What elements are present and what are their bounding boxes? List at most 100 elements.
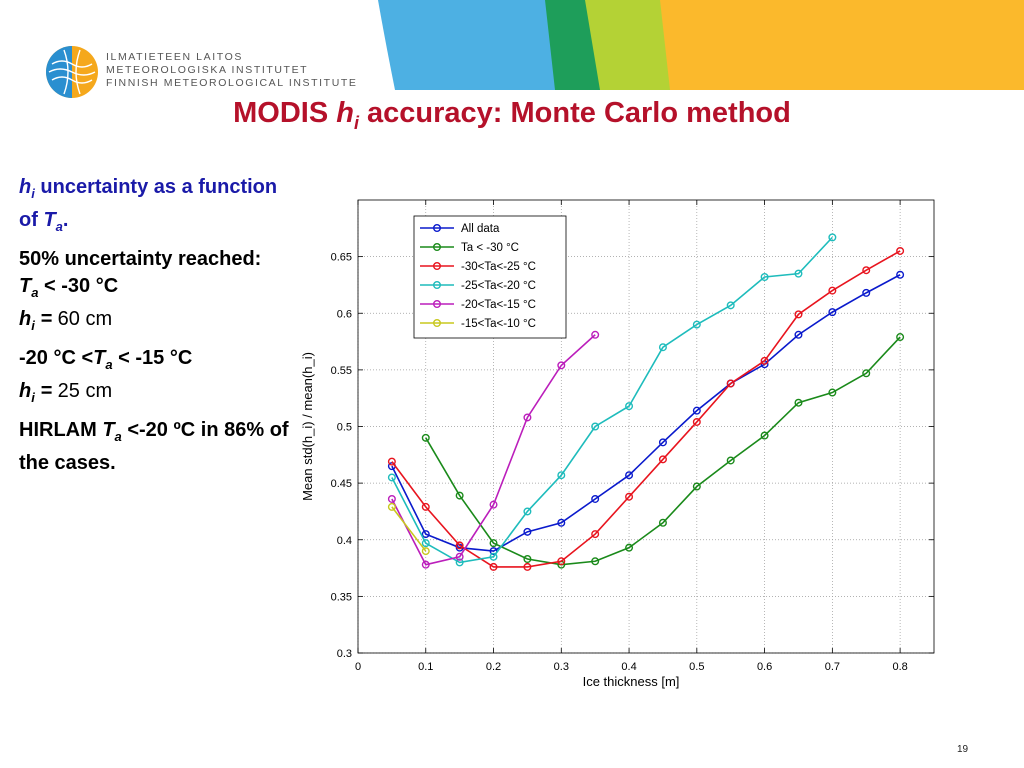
legend-marker xyxy=(433,319,442,328)
series-marker xyxy=(896,333,905,342)
series-marker xyxy=(625,402,634,411)
series-marker xyxy=(455,552,464,561)
institute-name-finnish: ILMATIETEEN LAITOS xyxy=(106,51,243,63)
series-marker xyxy=(523,555,532,564)
series-marker xyxy=(489,500,498,509)
bullet-hirlam: HIRLAM Ta <-20 ºC in 86% of the cases. xyxy=(19,419,289,474)
series-marker xyxy=(387,457,396,466)
legend-marker xyxy=(433,300,442,309)
series-marker xyxy=(591,557,600,566)
series-marker xyxy=(896,246,905,255)
series-marker xyxy=(523,527,532,536)
series-marker xyxy=(421,547,430,556)
series-marker xyxy=(455,541,464,550)
series-marker xyxy=(828,233,837,242)
bullet-text-block: hi uncertainty as a function of Ta. 50% … xyxy=(19,174,289,483)
series-marker xyxy=(692,482,701,491)
series-marker xyxy=(658,518,667,527)
series-marker xyxy=(760,356,769,365)
series-marker xyxy=(591,494,600,503)
series-marker xyxy=(760,431,769,440)
series-marker xyxy=(625,543,634,552)
series-marker xyxy=(726,379,735,388)
x-tick-label: 0 xyxy=(355,661,361,673)
series-marker xyxy=(557,361,566,370)
x-tick-label: 0.6 xyxy=(757,661,772,673)
series-marker xyxy=(828,308,837,317)
series-marker xyxy=(557,557,566,566)
legend-marker xyxy=(433,242,442,251)
institute-name-swedish: METEOROLOGISKA INSTITUTET xyxy=(106,64,309,76)
x-tick-label: 0.4 xyxy=(621,661,636,673)
institute-name-english: FINNISH METEOROLOGICAL INSTITUTE xyxy=(106,77,358,89)
series-marker xyxy=(591,330,600,339)
x-tick-label: 0.2 xyxy=(486,661,501,673)
legend-label: Ta < -30 °C xyxy=(461,242,519,254)
banner-blue-band xyxy=(378,0,560,90)
bullet-hi-uncertainty: hi uncertainty as a function of Ta. xyxy=(19,176,278,234)
header-banner xyxy=(378,0,1024,90)
series-marker xyxy=(455,558,464,567)
y-tick-label: 0.3 xyxy=(337,648,352,660)
banner-yellow-band xyxy=(660,0,1024,90)
series-marker xyxy=(794,269,803,278)
series-marker xyxy=(625,492,634,501)
series-marker xyxy=(760,273,769,282)
legend-marker xyxy=(433,281,442,290)
series-marker xyxy=(658,343,667,352)
series-marker xyxy=(591,422,600,431)
series-marker xyxy=(387,494,396,503)
series-marker xyxy=(523,507,532,516)
series-line xyxy=(391,274,901,552)
bullet-temp-range: -20 °C <Ta < -15 °C hi = 25 cm xyxy=(19,347,193,405)
legend-marker xyxy=(433,262,442,271)
series-marker xyxy=(658,438,667,447)
legend-marker xyxy=(433,223,442,232)
bullet-50pct: 50% uncertainty reached: Ta < -30 °C hi = … xyxy=(19,248,262,333)
legend-label: -30<Ta<-25 °C xyxy=(461,261,536,273)
legend-label: -20<Ta<-15 °C xyxy=(461,299,536,311)
series-marker xyxy=(523,562,532,571)
y-tick-label: 0.5 xyxy=(337,422,352,434)
series-marker xyxy=(557,518,566,527)
y-tick-label: 0.55 xyxy=(331,365,352,377)
series-marker xyxy=(896,270,905,279)
series-marker xyxy=(557,471,566,480)
series-marker xyxy=(828,388,837,397)
series-marker xyxy=(692,320,701,329)
series-marker xyxy=(862,288,871,297)
series-line xyxy=(391,506,427,552)
y-tick-label: 0.6 xyxy=(337,308,352,320)
series-line xyxy=(425,336,901,566)
y-tick-label: 0.45 xyxy=(331,478,352,490)
legend-label: -25<Ta<-20 °C xyxy=(461,280,536,292)
series-line xyxy=(391,236,833,564)
y-axis-label: Mean std(h_i) / mean(h_i) xyxy=(300,352,315,501)
series-marker xyxy=(421,539,430,548)
series-marker xyxy=(489,539,498,548)
series-marker xyxy=(489,552,498,561)
series-marker xyxy=(794,330,803,339)
series-marker xyxy=(387,502,396,511)
series-marker xyxy=(692,417,701,426)
series-marker xyxy=(591,530,600,539)
x-tick-label: 0.5 xyxy=(689,661,704,673)
series-marker xyxy=(387,473,396,482)
series-marker xyxy=(862,369,871,378)
slide-title: MODIS hi accuracy: Monte Carlo method xyxy=(233,97,791,133)
series-marker xyxy=(828,286,837,295)
series-marker xyxy=(421,530,430,539)
series-marker xyxy=(794,310,803,319)
y-tick-label: 0.35 xyxy=(331,591,352,603)
series-line xyxy=(391,334,596,566)
series-marker xyxy=(455,491,464,500)
fmi-logo-icon xyxy=(46,46,98,98)
y-tick-label: 0.4 xyxy=(337,535,352,547)
series-marker xyxy=(726,456,735,465)
x-axis-label: Ice thickness [m] xyxy=(583,674,680,689)
series-marker xyxy=(523,413,532,422)
series-marker xyxy=(489,562,498,571)
legend-box xyxy=(413,215,567,339)
series-marker xyxy=(421,433,430,442)
